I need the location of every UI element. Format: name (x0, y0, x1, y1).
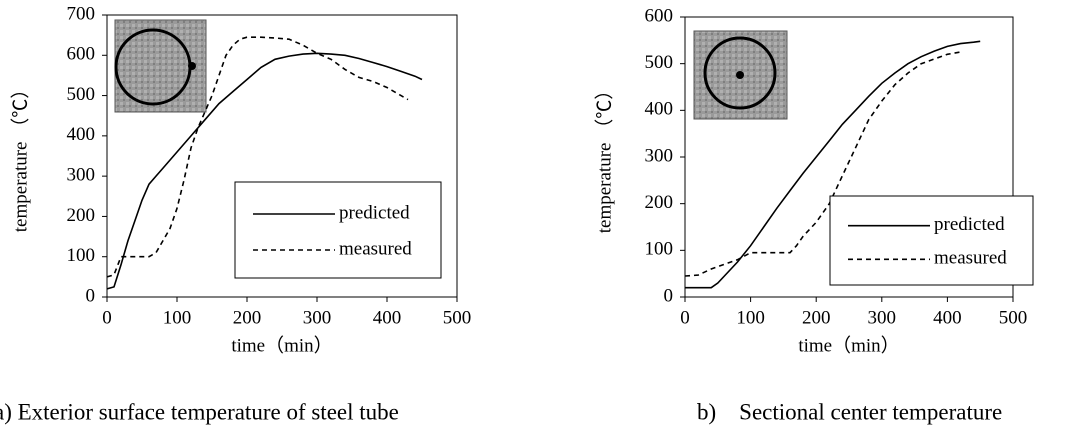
y-axis-label: temperature （℃） (9, 80, 31, 232)
x-tick-label: 200 (802, 307, 831, 328)
x-axis-label: time（min） (231, 334, 332, 356)
y-tick-label: 500 (67, 84, 96, 105)
plot-frame (106, 14, 458, 298)
x-tick-label: 400 (373, 307, 402, 328)
y-tick-label: 500 (645, 52, 674, 73)
legend: predicted measured (829, 195, 1034, 286)
caption: a) Exterior surface temperature of steel… (0, 399, 399, 424)
y-tick-label: 600 (67, 44, 96, 65)
y-tick-label: 100 (67, 245, 96, 266)
legend-label: predicted (339, 202, 410, 223)
y-axis-label: temperature （℃） (593, 81, 615, 233)
legend-label: predicted (934, 214, 1005, 235)
caption: b) Sectional center temperature (697, 399, 1002, 424)
x-tick-label: 500 (999, 307, 1028, 328)
x-tick-label: 500 (443, 307, 472, 328)
chart: 0 100 200 300 400 500 0 100 200 300 400 500 600 time（… (593, 5, 1027, 424)
y-tick-label: 0 (86, 285, 96, 306)
x-axis-label: time（min） (798, 334, 899, 356)
inset-image (693, 30, 788, 120)
legend-label: measured (339, 238, 412, 259)
x-tick-label: 0 (102, 307, 112, 328)
y-tick-label: 700 (67, 3, 96, 24)
legend-label: measured (934, 248, 1007, 269)
x-tick-label: 200 (233, 307, 262, 328)
y-tick-label: 400 (67, 124, 96, 145)
x-tick-label: 0 (680, 307, 690, 328)
legend-box (829, 195, 1034, 286)
y-tick-label: 200 (67, 205, 96, 226)
legend: predicted measured (234, 181, 442, 279)
y-tick-label: 400 (645, 99, 674, 120)
y-tick-label: 100 (645, 239, 674, 260)
series-line (106, 52, 423, 290)
x-tick-label: 100 (163, 307, 192, 328)
series-line (685, 40, 981, 289)
legend-box (234, 181, 442, 279)
x-tick-label: 300 (868, 307, 897, 328)
y-tick-label: 600 (645, 5, 674, 26)
y-tick-label: 200 (645, 192, 674, 213)
y-tick-label: 300 (645, 145, 674, 166)
x-tick-label: 100 (736, 307, 765, 328)
y-tick-label: 0 (664, 285, 674, 306)
y-tick-label: 300 (67, 165, 96, 186)
chart: 0 100 200 300 400 500 0 100 200 300 400 500 600 700 ti… (0, 3, 471, 424)
series-line (106, 36, 409, 278)
x-tick-label: 400 (933, 307, 962, 328)
inset-image (114, 19, 207, 113)
x-tick-label: 300 (303, 307, 332, 328)
